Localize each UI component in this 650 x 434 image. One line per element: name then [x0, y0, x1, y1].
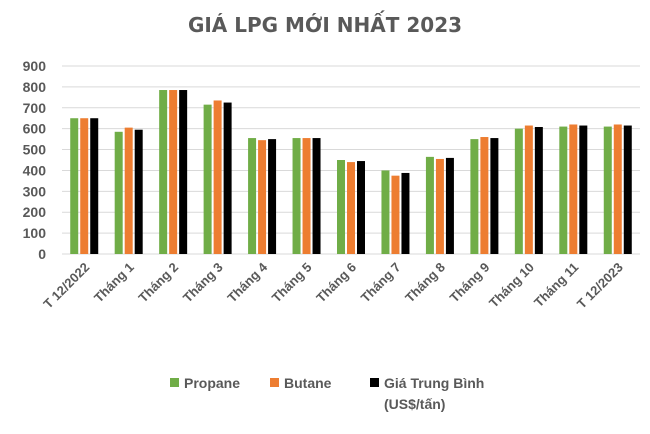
- bar-propane: [159, 90, 168, 255]
- y-tick-label: 600: [23, 121, 47, 137]
- x-tick-label: Tháng 1: [91, 260, 137, 306]
- x-tick-label: Tháng 3: [180, 260, 226, 306]
- x-tick-label: Tháng 5: [269, 260, 315, 306]
- bar-group: [603, 124, 632, 255]
- bar-group: [559, 124, 588, 255]
- y-tick-label: 300: [23, 183, 47, 199]
- y-axis-ticks: 0 100 200 300 400 500 600 700 800 900: [23, 58, 47, 262]
- bar-propane: [559, 126, 568, 254]
- x-tick-label: Tháng 4: [224, 259, 270, 305]
- legend-swatch: [270, 378, 279, 387]
- bar-group: [114, 127, 143, 254]
- bar-giá: [534, 126, 543, 254]
- y-tick-label: 800: [23, 79, 47, 95]
- bar-butane: [169, 90, 178, 255]
- bar-propane: [70, 118, 79, 254]
- x-tick-label: Tháng 8: [402, 260, 448, 306]
- bar-group: [470, 137, 499, 254]
- legend-label: Propane: [184, 375, 240, 391]
- bar-propane: [248, 138, 257, 254]
- bar-propane: [470, 139, 479, 254]
- bar-giá: [312, 138, 321, 254]
- x-tick-label: T 12/2023: [574, 260, 626, 312]
- bar-group: [381, 170, 410, 254]
- bar-giá: [490, 138, 499, 254]
- x-tick-label: Tháng 10: [486, 260, 537, 311]
- bar-giá: [357, 161, 365, 254]
- bar-group: [514, 125, 543, 255]
- y-tick-label: 900: [23, 58, 47, 74]
- legend: Propane Butane Giá Trung Bình (US$/tấn): [170, 375, 484, 412]
- bar-giá: [90, 118, 99, 254]
- bar-butane: [391, 175, 400, 254]
- bar-butane: [80, 118, 89, 254]
- bar-giá: [134, 129, 143, 254]
- y-tick-label: 100: [23, 225, 47, 241]
- x-tick-label: T 12/2022: [40, 260, 92, 312]
- bar-propane: [114, 131, 123, 254]
- bars: [70, 90, 632, 255]
- bar-giá: [401, 172, 410, 254]
- bar-propane: [425, 156, 434, 254]
- bar-group: [337, 160, 365, 254]
- bar-butane: [213, 100, 222, 254]
- bar-butane: [435, 158, 444, 254]
- bar-butane: [524, 125, 533, 255]
- legend-item: Propane: [170, 375, 240, 391]
- x-tick-label: Tháng 11: [531, 260, 581, 310]
- bar-butane: [480, 137, 489, 254]
- bar-group: [425, 156, 454, 254]
- y-tick-label: 0: [38, 246, 46, 262]
- bar-propane: [603, 126, 612, 254]
- legend-label: Butane: [284, 375, 332, 391]
- bar-butane: [347, 162, 355, 254]
- bar-giá: [179, 90, 188, 255]
- y-tick-label: 500: [23, 142, 47, 158]
- bar-group: [203, 100, 232, 255]
- bar-giá: [268, 139, 277, 254]
- bar-group: [70, 118, 99, 254]
- bar-giá: [579, 125, 588, 255]
- bar-giá: [445, 157, 454, 254]
- bar-propane: [337, 160, 345, 254]
- y-tick-label: 200: [23, 204, 47, 220]
- bar-propane: [381, 170, 390, 254]
- bar-butane: [258, 140, 267, 254]
- x-tick-label: Tháng 6: [313, 260, 359, 306]
- x-tick-label: Tháng 9: [447, 260, 493, 306]
- bar-group: [248, 138, 277, 254]
- bar-group: [159, 90, 188, 255]
- y-tick-label: 400: [23, 162, 47, 178]
- chart-title: GIÁ LPG MỚI NHẤT 2023: [188, 11, 462, 37]
- bar-butane: [124, 127, 133, 254]
- legend-item: Giá Trung Bình (US$/tấn): [370, 375, 484, 412]
- y-tick-label: 700: [23, 100, 47, 116]
- legend-swatch: [170, 378, 179, 387]
- bar-giá: [623, 125, 632, 255]
- bar-propane: [203, 104, 212, 255]
- bar-butane: [569, 124, 578, 254]
- bar-butane: [302, 138, 311, 254]
- bar-propane: [292, 138, 301, 254]
- bar-group: [292, 138, 321, 254]
- legend-item: Butane: [270, 375, 332, 391]
- legend-label: (US$/tấn): [384, 396, 445, 412]
- legend-label: Giá Trung Bình: [384, 375, 484, 391]
- x-tick-label: Tháng 2: [135, 260, 181, 306]
- bar-giá: [223, 102, 232, 254]
- x-tick-label: Tháng 7: [358, 260, 404, 306]
- bar-butane: [613, 124, 622, 254]
- bar-propane: [514, 128, 523, 254]
- legend-swatch: [370, 378, 379, 387]
